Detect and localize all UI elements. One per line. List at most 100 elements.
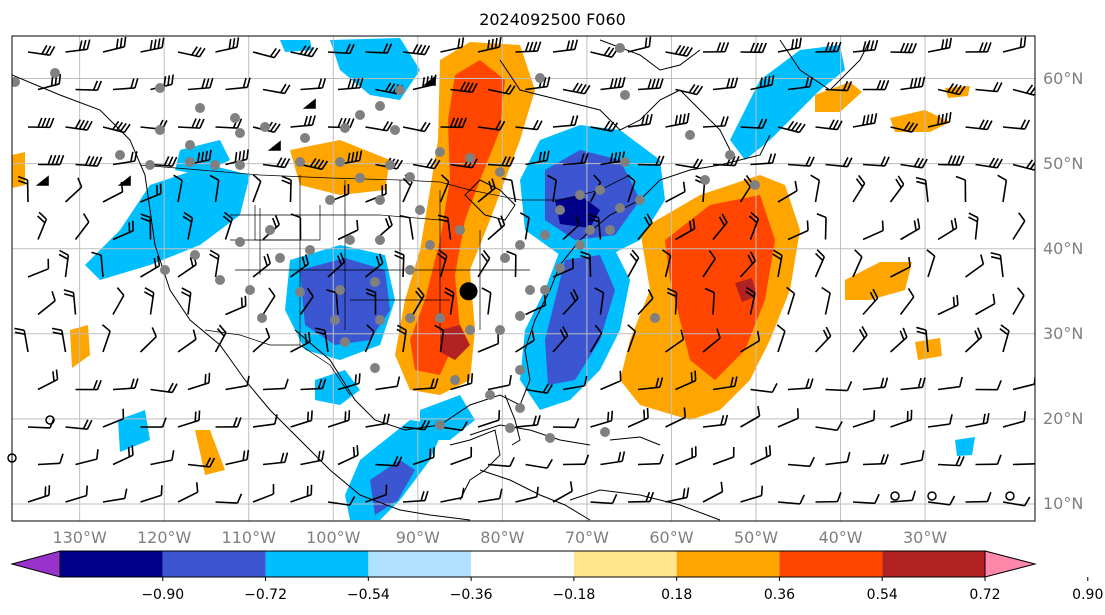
wind-barb-icon	[222, 211, 234, 240]
wind-barb-icon	[702, 42, 730, 53]
wind-barb-icon	[594, 287, 605, 315]
wind-barb-icon	[326, 289, 339, 315]
wind-barb-icon	[562, 289, 579, 316]
wind-barb-icon	[477, 488, 503, 503]
station-dot-icon	[465, 325, 475, 335]
station-dot-icon	[155, 83, 165, 93]
wind-barb-icon	[955, 175, 967, 203]
wind-barb-icon	[787, 76, 813, 91]
wind-pennant-icon	[117, 175, 131, 186]
colorbar-tick-label: −0.18	[552, 587, 596, 603]
wind-barb-icon	[112, 78, 139, 91]
wind-barb-icon	[412, 378, 439, 391]
station-dot-icon	[230, 113, 240, 123]
wind-barb-icon	[975, 81, 1003, 93]
wind-barb-icon	[51, 327, 67, 353]
wind-barb-icon	[112, 151, 138, 166]
wind-barb-icon	[440, 487, 465, 503]
plot-title: 2024092500 F060	[479, 10, 626, 29]
station-dot-icon	[515, 403, 525, 413]
wind-barb-icon	[364, 324, 375, 353]
wind-barb-icon	[515, 330, 535, 353]
wind-barb-icon	[150, 382, 178, 394]
wind-barb-icon	[712, 155, 740, 167]
positive-patch-1	[290, 140, 390, 195]
wind-barb-icon	[562, 375, 588, 391]
wind-barb-icon	[525, 383, 553, 394]
wind-barb-icon	[776, 324, 786, 353]
station-dot-icon	[495, 167, 505, 177]
station-dot-icon	[185, 157, 195, 167]
negative-anomaly-region-arctic	[730, 45, 845, 160]
wind-barb-icon	[890, 409, 913, 428]
wind-barb-icon	[187, 149, 212, 166]
wind-barb-icon	[412, 447, 435, 466]
wind-barb-icon	[590, 493, 618, 505]
colorbar-tick-label: 0.90	[1072, 587, 1104, 603]
wind-barb-icon	[37, 290, 56, 316]
wind-barb-icon	[215, 37, 240, 53]
station-dot-icon	[485, 390, 495, 400]
wind-barb-icon	[515, 41, 542, 53]
station-dot-icon	[335, 157, 345, 167]
station-dot-icon	[195, 103, 205, 113]
wind-barb-icon	[65, 419, 93, 430]
wind-barb-icon	[262, 452, 289, 466]
wind-barb-icon	[862, 288, 879, 316]
wind-barb-icon	[225, 295, 247, 316]
wind-barb-icon	[900, 76, 926, 91]
coastline-hispaniola	[609, 436, 661, 446]
wind-barb-icon	[487, 156, 515, 167]
wind-barb-icon	[375, 376, 401, 391]
wind-barb-icon	[890, 121, 919, 133]
wind-barb-icon	[675, 158, 703, 169]
wind-barb-icon	[899, 288, 915, 315]
wind-barb-icon	[665, 407, 687, 428]
wind-barb-icon	[627, 407, 649, 428]
station-dot-icon	[540, 285, 550, 295]
wind-barb-icon	[63, 289, 77, 315]
wind-barb-icon	[547, 174, 557, 203]
station-dot-icon	[615, 43, 625, 53]
wind-barb-icon	[75, 379, 102, 391]
wind-barb-icon	[215, 417, 242, 428]
wind-barb-icon	[777, 120, 806, 134]
wind-barb-icon	[825, 157, 853, 168]
station-dot-icon	[495, 325, 505, 335]
station-dot-icon	[395, 85, 405, 95]
wind-barb-icon	[262, 157, 291, 169]
wind-barb-icon	[65, 485, 89, 503]
coastline-south-america	[569, 489, 721, 521]
wind-barb-icon	[290, 331, 311, 353]
station-dot-icon	[575, 240, 585, 250]
station-dot-layer	[12, 43, 760, 443]
wind-barb-icon	[889, 175, 905, 203]
wind-barb-icon	[262, 287, 276, 315]
wind-barb-icon	[552, 258, 575, 278]
wind-barb-icon	[1002, 36, 1027, 53]
station-dot-icon	[375, 315, 385, 325]
wind-barb-icon	[562, 454, 590, 466]
wind-barb-icon	[552, 481, 573, 503]
wind-barb-icon	[327, 43, 355, 55]
station-dot-icon	[300, 133, 310, 143]
wind-barb-icon	[1002, 496, 1031, 507]
wind-barb-icon	[140, 417, 167, 428]
colorbar-tick-label: −0.90	[141, 587, 185, 603]
wind-barb-icon	[58, 249, 70, 278]
lake-outlines	[464, 179, 516, 221]
coastline-hudson	[499, 59, 681, 131]
wind-barb-icon	[477, 37, 502, 53]
latitude-label: 30°N	[1043, 323, 1084, 343]
negative-anomaly-max-northeast	[555, 195, 600, 228]
station-dot-icon	[435, 147, 445, 157]
wind-barb-icon	[177, 46, 206, 58]
longitude-label: 40°W	[818, 528, 863, 547]
station-dot-icon	[685, 130, 695, 140]
wind-barb-icon	[900, 377, 926, 391]
wind-barb-icon	[862, 220, 884, 241]
wind-barb-icon	[515, 119, 543, 131]
wind-barb-icon	[937, 376, 963, 391]
wind-barb-icon	[772, 249, 783, 278]
